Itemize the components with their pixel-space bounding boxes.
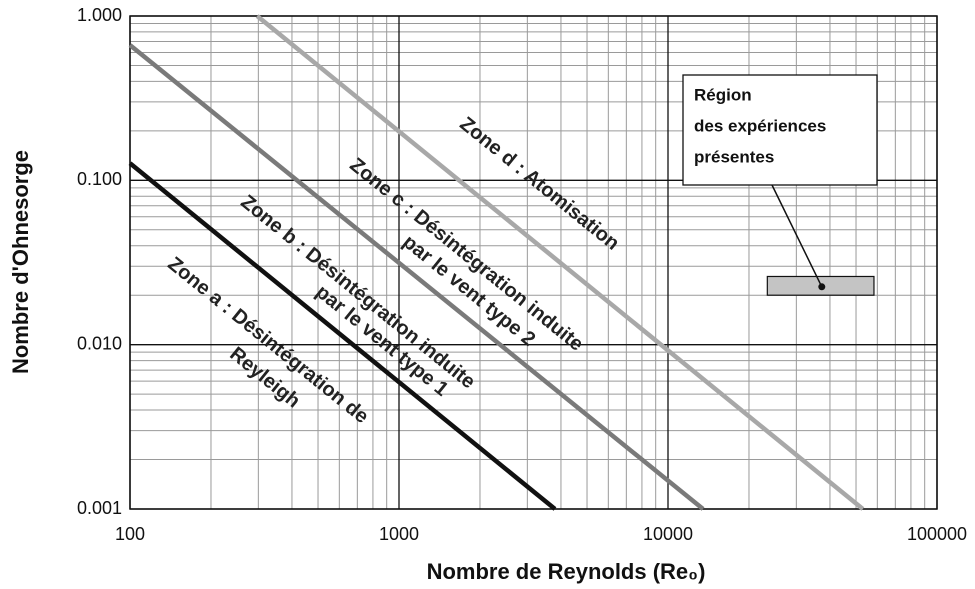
boundary-line xyxy=(128,43,705,511)
y-tick-label: 0.001 xyxy=(77,498,122,518)
x-tick-label: 100000 xyxy=(907,524,967,544)
note-box xyxy=(682,74,878,186)
note-arrow xyxy=(771,184,823,288)
y-axis-label: Nombre d'Ohnesorge xyxy=(8,150,33,374)
y-tick-label: 1.000 xyxy=(77,5,122,25)
plot-border xyxy=(129,15,938,510)
y-tick-label: 0.100 xyxy=(77,169,122,189)
x-tick-label: 100 xyxy=(115,524,145,544)
note-text: présentes xyxy=(694,147,774,166)
zone-label: Zone d : Atomisation xyxy=(456,113,624,255)
boundary-line xyxy=(128,161,557,511)
y-tick-label: 0.010 xyxy=(77,333,122,353)
x-tick-label: 10000 xyxy=(643,524,693,544)
boundary-line xyxy=(255,14,865,511)
x-axis-label: Nombre de Reynolds (Re₀) xyxy=(427,559,706,584)
region-point xyxy=(818,283,826,291)
x-tick-label: 1000 xyxy=(379,524,419,544)
note-text: Région xyxy=(694,85,752,104)
note-text: des expériences xyxy=(694,116,826,135)
